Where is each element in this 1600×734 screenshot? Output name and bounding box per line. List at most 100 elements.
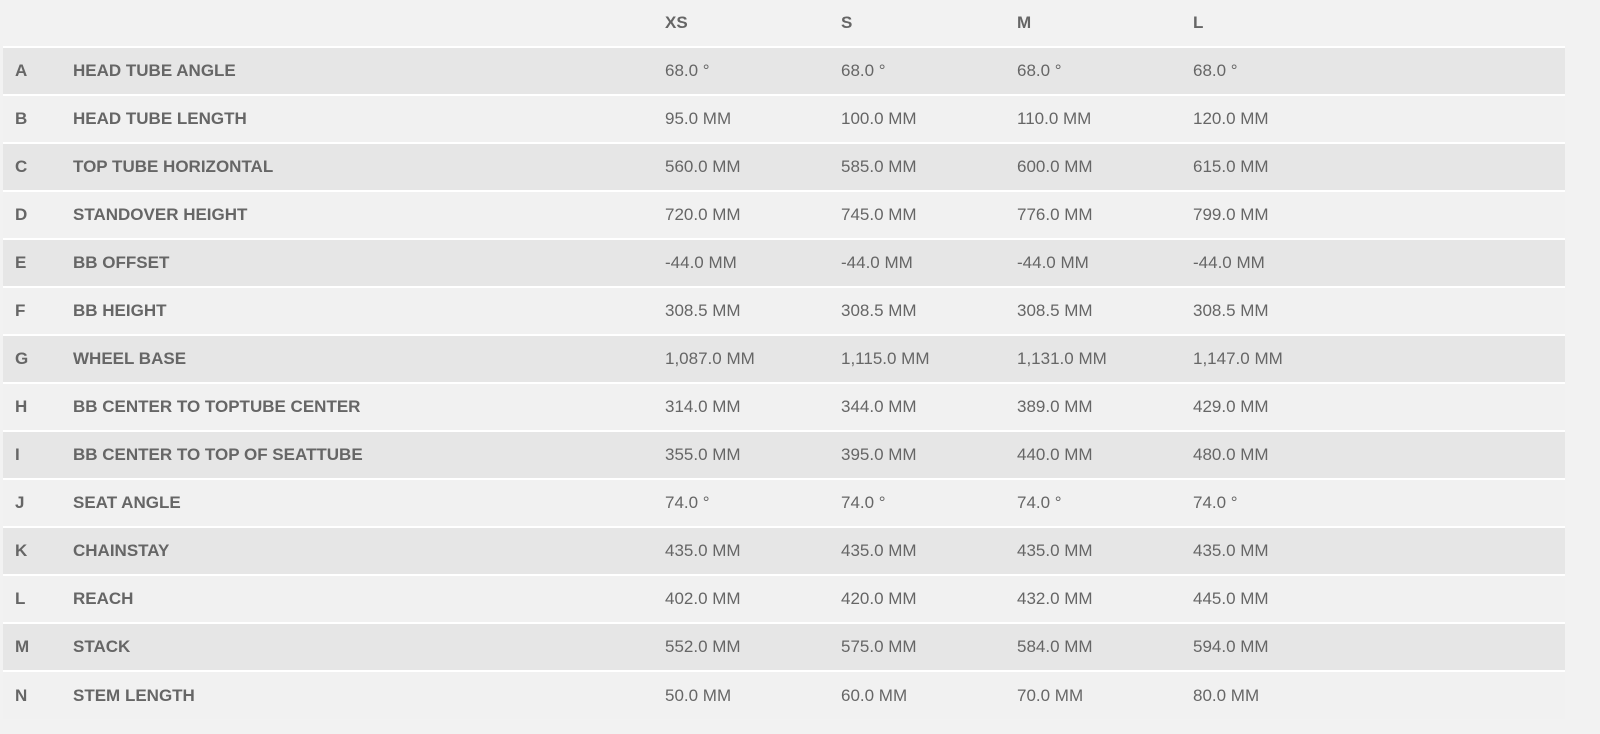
cell-value: -44.0 MM xyxy=(665,253,737,272)
cell-value: 68.0 ° xyxy=(1017,61,1062,80)
row-label: HEAD TUBE LENGTH xyxy=(73,109,247,128)
table-row: H BB CENTER TO TOPTUBE CENTER 314.0 MM 344.… xyxy=(3,383,1565,431)
table-row: F BB HEIGHT 308.5 MM 308.5 MM 308.5 MM 308.5 … xyxy=(3,287,1565,335)
cell-value: 435.0 MM xyxy=(841,541,917,560)
table-header: XS S M L xyxy=(3,0,1565,47)
cell-value: 552.0 MM xyxy=(665,637,741,656)
cell-value: 402.0 MM xyxy=(665,589,741,608)
size-header: S xyxy=(841,13,853,32)
table-row: M STACK 552.0 MM 575.0 MM 584.0 MM 594.0 MM xyxy=(3,623,1565,671)
row-label: STACK xyxy=(73,637,131,656)
cell-value: 594.0 MM xyxy=(1193,637,1269,656)
cell-value: 440.0 MM xyxy=(1017,445,1093,464)
row-letter: C xyxy=(15,157,28,176)
cell-value: 720.0 MM xyxy=(665,205,741,224)
cell-value: 575.0 MM xyxy=(841,637,917,656)
cell-value: 1,115.0 MM xyxy=(841,349,930,368)
geometry-table: XS S M L A HEAD TUBE ANGLE 68.0 ° 68.0 ° 68.0 °… xyxy=(3,0,1565,719)
row-letter: M xyxy=(15,637,30,656)
cell-value: 355.0 MM xyxy=(665,445,741,464)
cell-value: 74.0 ° xyxy=(1017,493,1062,512)
cell-value: 80.0 MM xyxy=(1193,685,1260,705)
blank-header xyxy=(3,0,73,47)
cell-value: 74.0 ° xyxy=(1193,493,1238,512)
table-row: K CHAINSTAY 435.0 MM 435.0 MM 435.0 MM 435.0 … xyxy=(3,527,1565,575)
cell-value: 799.0 MM xyxy=(1193,205,1269,224)
cell-value: 420.0 MM xyxy=(841,589,917,608)
cell-value: 120.0 MM xyxy=(1193,109,1269,128)
cell-value: 74.0 ° xyxy=(665,493,710,512)
table-row: J SEAT ANGLE 74.0 ° 74.0 ° 74.0 ° 74.0 ° xyxy=(3,479,1565,527)
cell-value: 314.0 MM xyxy=(665,397,741,416)
cell-value: 74.0 ° xyxy=(841,493,886,512)
cell-value: 445.0 MM xyxy=(1193,589,1269,608)
header-row: XS S M L xyxy=(3,0,1565,47)
row-letter: B xyxy=(15,109,28,128)
cell-value: 389.0 MM xyxy=(1017,397,1093,416)
row-letter: I xyxy=(15,445,20,464)
cell-value: 585.0 MM xyxy=(841,157,917,176)
row-label: SEAT ANGLE xyxy=(73,493,181,512)
cell-value: 60.0 MM xyxy=(841,685,908,705)
row-letter: N xyxy=(15,685,28,705)
cell-value: 344.0 MM xyxy=(841,397,917,416)
table-row: I BB CENTER TO TOP OF SEATTUBE 355.0 MM 395… xyxy=(3,431,1565,479)
cell-value: 308.5 MM xyxy=(841,301,917,320)
cell-value: 100.0 MM xyxy=(841,109,917,128)
row-label: CHAINSTAY xyxy=(73,541,170,560)
size-header: L xyxy=(1193,13,1204,32)
cell-value: 584.0 MM xyxy=(1017,637,1093,656)
table-row: A HEAD TUBE ANGLE 68.0 ° 68.0 ° 68.0 ° 68.0 ° xyxy=(3,47,1565,95)
row-label: BB CENTER TO TOPTUBE CENTER xyxy=(73,397,361,416)
row-label: TOP TUBE HORIZONTAL xyxy=(73,157,274,176)
table-row: D STANDOVER HEIGHT 720.0 MM 745.0 MM 776.0 M… xyxy=(3,191,1565,239)
cell-value: 308.5 MM xyxy=(1017,301,1093,320)
row-letter: L xyxy=(15,589,26,608)
cell-value: 435.0 MM xyxy=(1017,541,1093,560)
cell-value: 68.0 ° xyxy=(1193,61,1238,80)
cell-value: 70.0 MM xyxy=(1017,685,1084,705)
size-header: XS xyxy=(665,13,688,32)
table-row: B HEAD TUBE LENGTH 95.0 MM 100.0 MM 110.0 MM… xyxy=(3,95,1565,143)
table-row: E BB OFFSET -44.0 MM -44.0 MM -44.0 MM -44.0 … xyxy=(3,239,1565,287)
row-label: STEM LENGTH xyxy=(73,685,195,705)
cell-value: 95.0 MM xyxy=(665,109,732,128)
cell-value: 110.0 MM xyxy=(1017,109,1092,128)
table-body: A HEAD TUBE ANGLE 68.0 ° 68.0 ° 68.0 ° 68.0 °… xyxy=(3,47,1565,719)
cell-value: 435.0 MM xyxy=(1193,541,1269,560)
cell-value: 1,131.0 MM xyxy=(1017,349,1107,368)
cell-value: 1,147.0 MM xyxy=(1193,349,1283,368)
row-label: BB OFFSET xyxy=(73,253,170,272)
row-label: BB CENTER TO TOP OF SEATTUBE xyxy=(73,445,363,464)
cell-value: 429.0 MM xyxy=(1193,397,1269,416)
row-label: HEAD TUBE ANGLE xyxy=(73,61,236,80)
row-label: BB HEIGHT xyxy=(73,301,167,320)
cell-value: 50.0 MM xyxy=(665,685,732,705)
cell-value: 432.0 MM xyxy=(1017,589,1093,608)
row-letter: K xyxy=(15,541,28,560)
cell-value: 745.0 MM xyxy=(841,205,917,224)
cell-value: 435.0 MM xyxy=(665,541,741,560)
row-letter: G xyxy=(15,349,29,368)
table-row: C TOP TUBE HORIZONTAL 560.0 MM 585.0 MM 600.… xyxy=(3,143,1565,191)
cell-value: 776.0 MM xyxy=(1017,205,1093,224)
table-row: L REACH 402.0 MM 420.0 MM 432.0 MM 445.0 MM xyxy=(3,575,1565,623)
cell-value: 480.0 MM xyxy=(1193,445,1269,464)
cell-value: -44.0 MM xyxy=(1193,253,1265,272)
cell-value: 308.5 MM xyxy=(665,301,741,320)
row-label: STANDOVER HEIGHT xyxy=(73,205,248,224)
row-letter: A xyxy=(15,61,28,80)
row-letter: D xyxy=(15,205,28,224)
cell-value: 68.0 ° xyxy=(841,61,886,80)
cell-value: 560.0 MM xyxy=(665,157,741,176)
row-letter: H xyxy=(15,397,28,416)
cell-value: 615.0 MM xyxy=(1193,157,1269,176)
row-letter: E xyxy=(15,253,27,272)
cell-value: 68.0 ° xyxy=(665,61,710,80)
row-label: WHEEL BASE xyxy=(73,349,187,368)
blank-header xyxy=(73,0,665,47)
cell-value: 1,087.0 MM xyxy=(665,349,755,368)
row-letter: J xyxy=(15,493,25,512)
row-letter: F xyxy=(15,301,26,320)
